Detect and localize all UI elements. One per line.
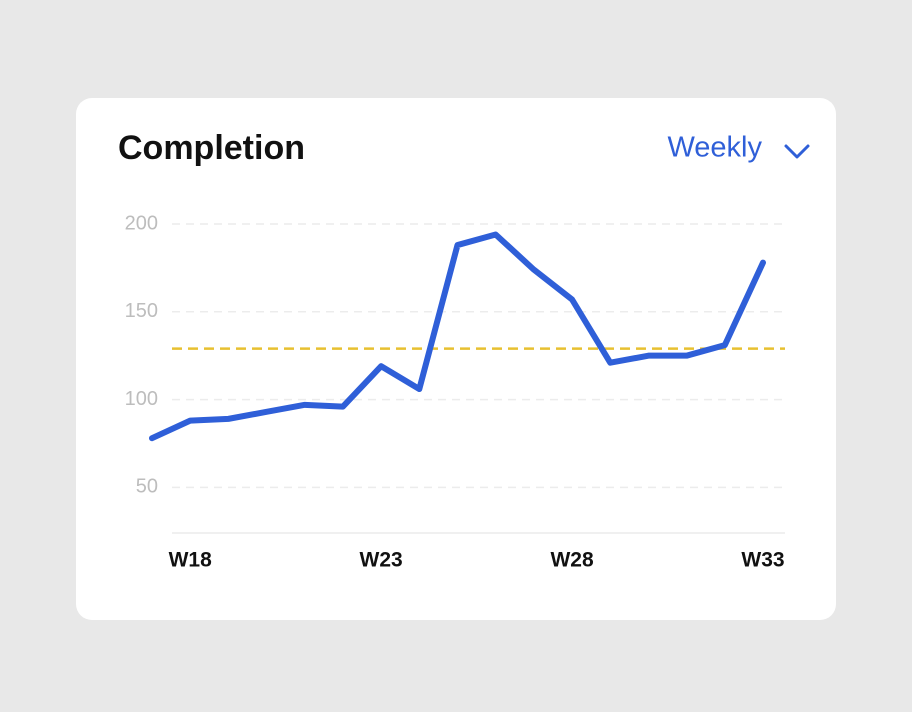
period-dropdown[interactable]: Weekly <box>667 132 810 164</box>
x-tick-label: W18 <box>169 549 213 572</box>
x-tick-label: W33 <box>741 549 784 572</box>
y-tick-label: 100 <box>125 388 158 410</box>
chart-title: Completion <box>118 129 305 167</box>
y-tick-label: 150 <box>125 300 158 322</box>
y-tick-label: 50 <box>136 476 158 498</box>
x-tick-label: W23 <box>360 549 403 572</box>
series-line <box>149 231 766 442</box>
y-tick-label: 200 <box>125 212 158 234</box>
card <box>76 98 836 620</box>
x-tick-label: W28 <box>550 549 594 572</box>
chevron-icon[interactable] <box>784 144 810 159</box>
dropdown-label[interactable]: Weekly <box>667 132 762 164</box>
